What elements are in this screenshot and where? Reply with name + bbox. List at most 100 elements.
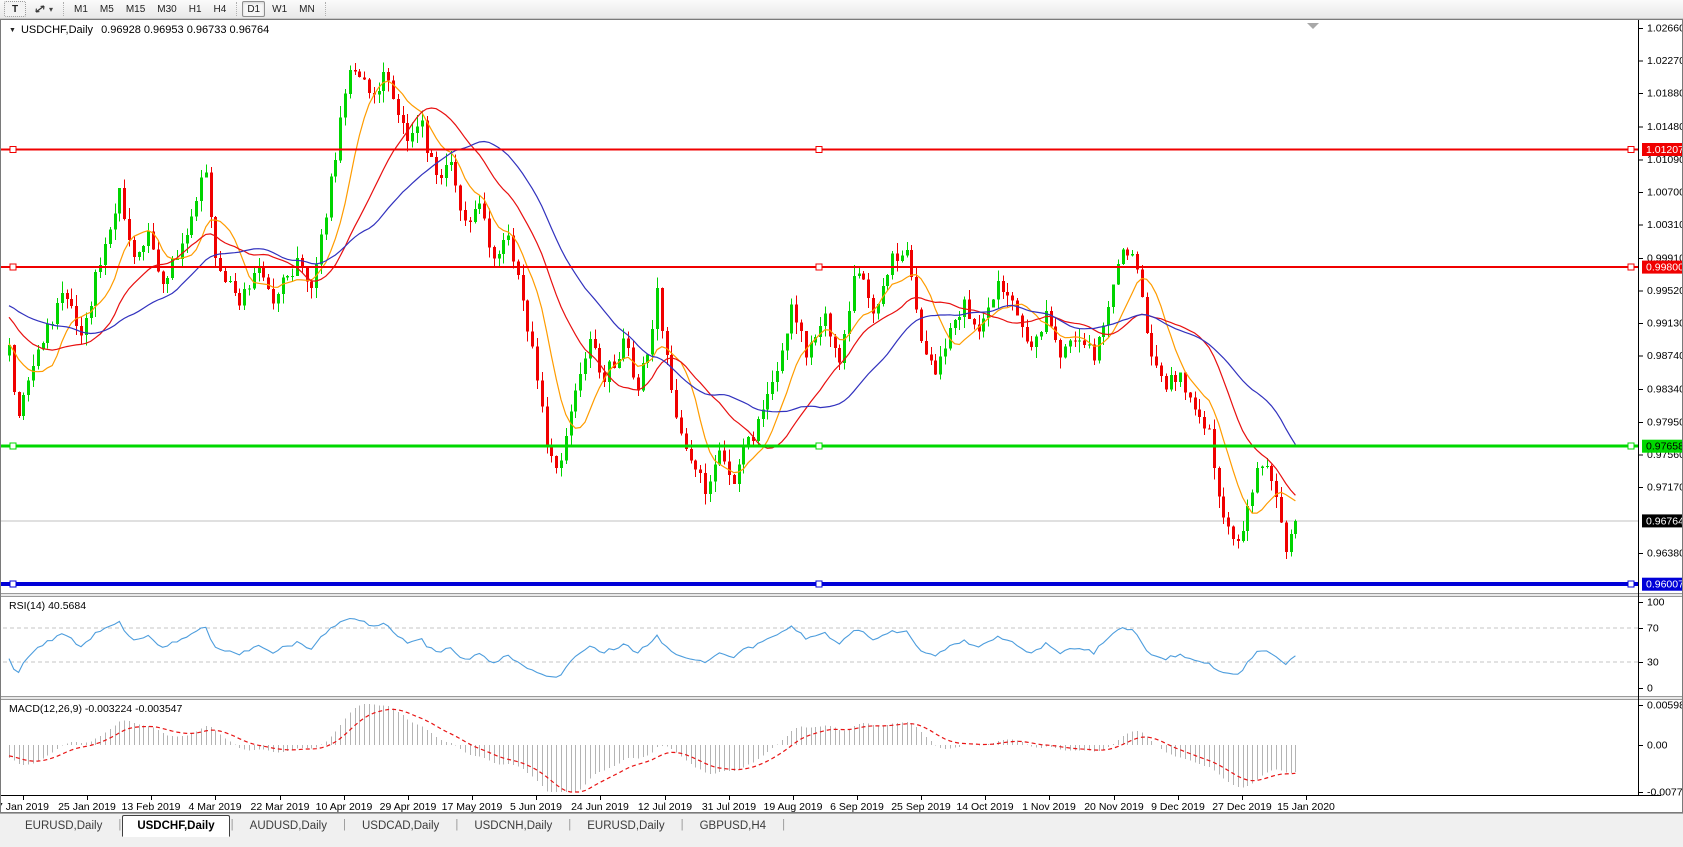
hline-handle[interactable] (9, 580, 17, 588)
timeframe-button-M1[interactable]: M1 (69, 1, 93, 17)
dropdown-caret-icon: ▾ (49, 4, 54, 14)
svg-text:29 Apr 2019: 29 Apr 2019 (380, 801, 437, 812)
tab-separator: | (782, 819, 786, 831)
svg-text:17 May 2019: 17 May 2019 (442, 801, 503, 812)
timeframe-button-M5[interactable]: M5 (95, 1, 119, 17)
svg-text:-0.007737: -0.007737 (1647, 787, 1682, 799)
chart-shift-marker[interactable] (1307, 23, 1319, 29)
svg-text:7 Jan 2019: 7 Jan 2019 (1, 801, 49, 812)
chart-tab-AUDUSD-Daily[interactable]: AUDUSD,Daily (249, 820, 327, 832)
tab-separator: | (568, 819, 572, 831)
hline-handle[interactable] (1627, 580, 1635, 588)
toolbar-separator (236, 2, 238, 16)
macd-label: MACD(12,26,9) -0.003224 -0.003547 (9, 703, 183, 715)
hline-handle[interactable] (9, 263, 17, 271)
timeframe-button-D1[interactable]: D1 (242, 1, 266, 17)
hline-handle[interactable] (9, 442, 17, 450)
svg-text:1.02270: 1.02270 (1647, 55, 1682, 67)
timeframe-button-H1[interactable]: H1 (184, 1, 207, 17)
svg-text:0.98340: 0.98340 (1647, 384, 1682, 396)
svg-text:0.005986: 0.005986 (1647, 699, 1682, 711)
hline-handle[interactable] (815, 580, 823, 588)
arrows-tool-button[interactable]: ▾ (28, 1, 58, 17)
svg-text:1.01207: 1.01207 (1646, 144, 1682, 156)
svg-text:0.99800: 0.99800 (1646, 262, 1682, 274)
ma-9-line (8, 80, 1296, 514)
chart-tab-USDCAD-Daily[interactable]: USDCAD,Daily (361, 820, 440, 832)
svg-text:5 Jun 2019: 5 Jun 2019 (510, 801, 562, 812)
svg-text:13 Feb 2019: 13 Feb 2019 (122, 801, 181, 812)
tab-separator: | (455, 819, 459, 831)
svg-text:1.02660: 1.02660 (1647, 23, 1682, 35)
svg-text:20 Nov 2019: 20 Nov 2019 (1084, 801, 1144, 812)
svg-text:0.99130: 0.99130 (1647, 318, 1682, 330)
svg-text:0.96380: 0.96380 (1647, 548, 1682, 560)
tab-separator: | (230, 819, 234, 831)
svg-text:100: 100 (1647, 597, 1665, 609)
svg-text:31 Jul 2019: 31 Jul 2019 (702, 801, 756, 812)
svg-text:0.00: 0.00 (1647, 740, 1668, 752)
hline-price-badge (1642, 143, 1682, 156)
svg-text:0.98740: 0.98740 (1647, 350, 1682, 362)
chart-tabs-bar: EURUSD,Daily | USDCHF,Daily | AUDUSD,Daily | U… (0, 813, 1683, 847)
arrows-tool-icon (35, 5, 45, 13)
chart-tab-USDCNH-Daily[interactable]: USDCNH,Daily (474, 820, 553, 832)
text-tool-label: T (11, 3, 19, 15)
svg-text:25 Sep 2019: 25 Sep 2019 (891, 801, 951, 812)
pane-splitter[interactable] (1, 593, 1682, 597)
rsi-label: RSI(14) 40.5684 (9, 600, 87, 612)
svg-text:0.96764: 0.96764 (1646, 515, 1682, 527)
svg-text:27 Dec 2019: 27 Dec 2019 (1212, 801, 1272, 812)
chart-tab-USDCHF-Daily[interactable]: USDCHF,Daily (122, 815, 230, 837)
tab-separator: | (342, 819, 346, 831)
svg-text:19 Aug 2019: 19 Aug 2019 (764, 801, 823, 812)
toolbar-separator (63, 2, 65, 16)
hline-handle[interactable] (1627, 263, 1635, 271)
svg-text:1 Nov 2019: 1 Nov 2019 (1022, 801, 1076, 812)
timeframe-button-MN[interactable]: MN (294, 1, 320, 17)
toolbar: T ▾ M1 M5 M15 M30 H1 H4 D1 W1 MN (0, 0, 1683, 19)
rsi-line (8, 617, 1296, 678)
svg-text:15 Jan 2020: 15 Jan 2020 (1277, 801, 1335, 812)
timeframe-button-W1[interactable]: W1 (267, 1, 292, 17)
svg-text:10 Apr 2019: 10 Apr 2019 (316, 801, 373, 812)
svg-text:30: 30 (1647, 657, 1659, 669)
svg-text:1.00700: 1.00700 (1647, 186, 1682, 198)
hline-handle[interactable] (815, 263, 823, 271)
date-axis: 7 Jan 2019 25 Jan 2019 13 Feb 2019 4 Mar 20… (1, 795, 1661, 812)
macd-histogram (9, 703, 1296, 792)
pane-splitter[interactable] (1, 696, 1682, 700)
ma-21-line (8, 107, 1296, 496)
chart-tab-EURUSD-Daily[interactable]: EURUSD,Daily (25, 820, 103, 832)
collapse-triangle-icon[interactable]: ▼ (9, 27, 16, 34)
chart-window: 1.02660 1.02270 1.01880 1.01480 1.01090 1.007… (0, 19, 1683, 813)
svg-text:25 Jan 2019: 25 Jan 2019 (58, 801, 116, 812)
chart-tab-EURUSD-Daily[interactable]: EURUSD,Daily (587, 820, 665, 832)
current-price-badge (1642, 514, 1682, 528)
hline-handle[interactable] (815, 442, 823, 450)
horizontal-lines[interactable] (1, 146, 1638, 588)
timeframe-button-M15[interactable]: M15 (121, 1, 150, 17)
hline-price-badge (1642, 439, 1682, 453)
chart-tab-GBPUSD-H4[interactable]: GBPUSD,H4 (699, 820, 767, 832)
timeframe-buttons: M1 M5 M15 M30 H1 H4 D1 W1 MN (59, 1, 321, 17)
svg-text:1.01880: 1.01880 (1647, 88, 1682, 100)
hline-handle[interactable] (1627, 442, 1635, 450)
svg-text:24 Jun 2019: 24 Jun 2019 (571, 801, 629, 812)
text-tool-button[interactable]: T (4, 1, 26, 17)
timeframe-button-H4[interactable]: H4 (209, 1, 232, 17)
hline-handle[interactable] (1627, 146, 1635, 153)
hline-handle[interactable] (9, 146, 17, 153)
svg-text:70: 70 (1647, 622, 1659, 634)
svg-text:0.96007: 0.96007 (1646, 579, 1682, 591)
svg-text:6 Sep 2019: 6 Sep 2019 (830, 801, 884, 812)
svg-text:1.01480: 1.01480 (1647, 121, 1682, 133)
svg-text:0.97950: 0.97950 (1647, 416, 1682, 428)
svg-text:12 Jul 2019: 12 Jul 2019 (638, 801, 692, 812)
timeframe-button-M30[interactable]: M30 (152, 1, 181, 17)
chart-canvas[interactable]: 1.02660 1.02270 1.01880 1.01480 1.01090 1.007… (1, 20, 1682, 812)
macd-signal-line (8, 708, 1296, 793)
hline-handle[interactable] (815, 146, 823, 153)
svg-text:9 Dec 2019: 9 Dec 2019 (1151, 801, 1205, 812)
price-axis: 1.02660 1.02270 1.01880 1.01480 1.01090 1.007… (1638, 20, 1682, 799)
